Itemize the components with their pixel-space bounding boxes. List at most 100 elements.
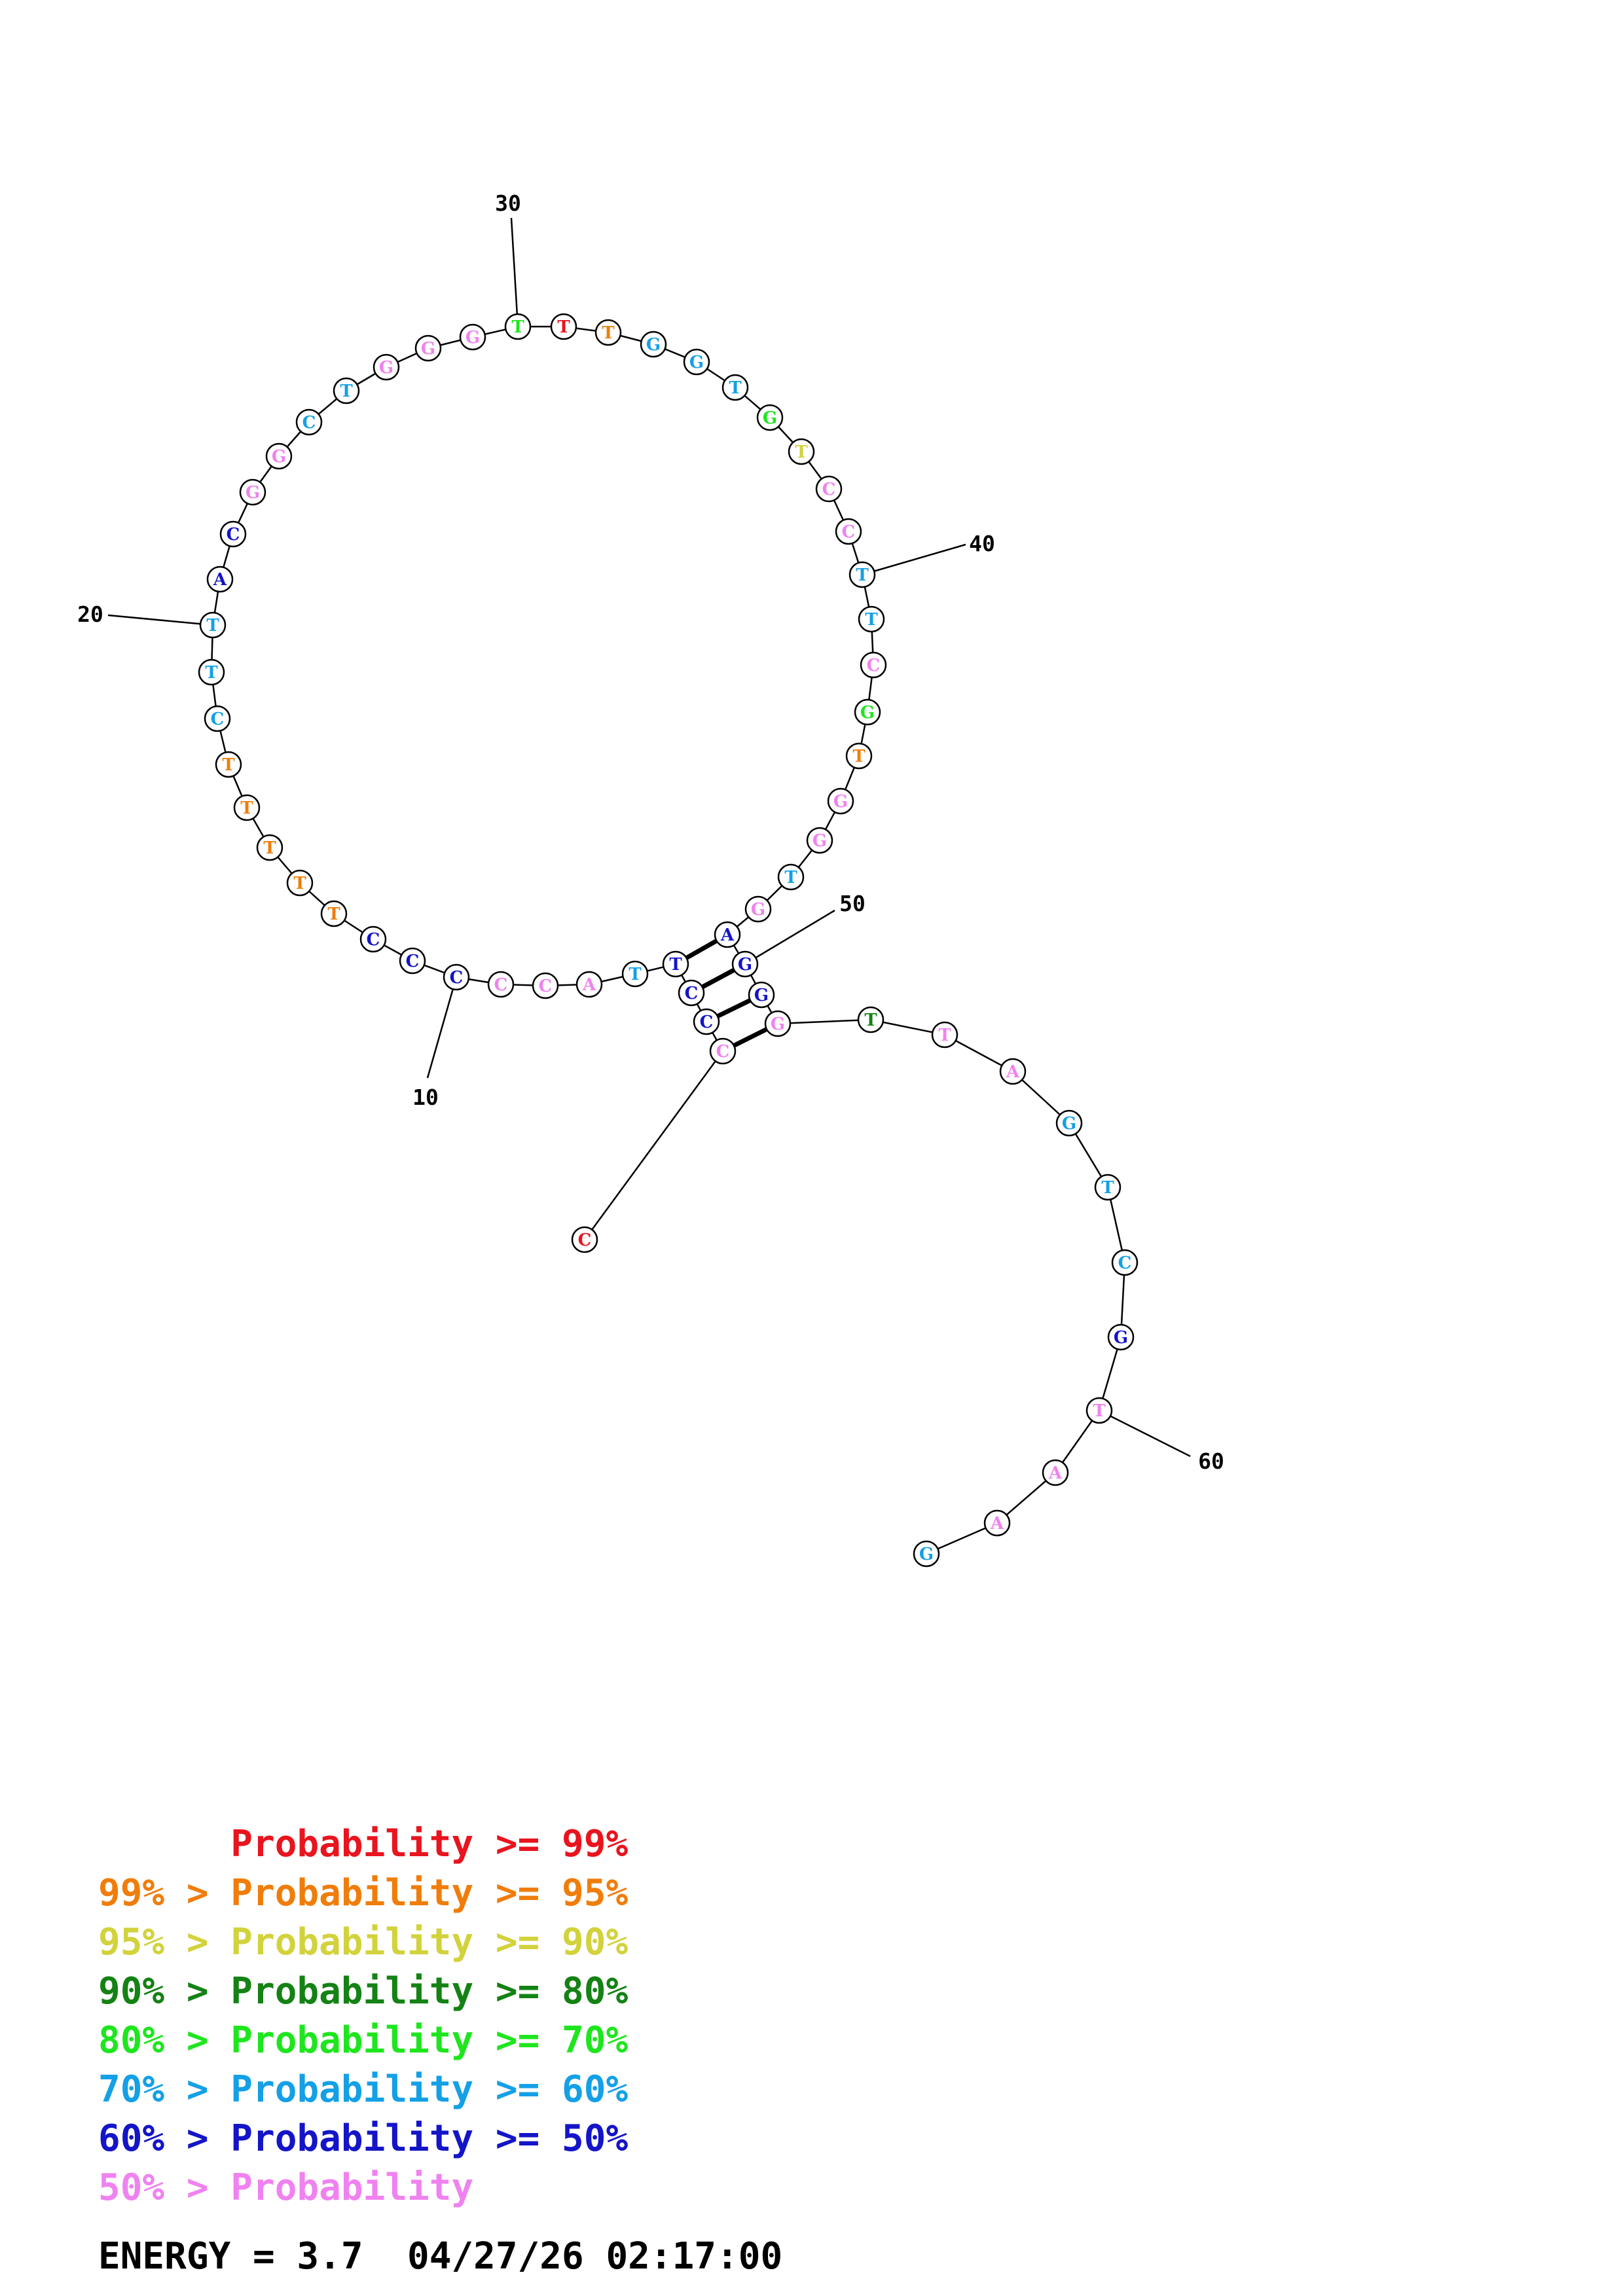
base: T [857, 1006, 884, 1033]
base-letter: G [738, 955, 752, 975]
legend-row: 95% > Probability >= 90% [98, 1924, 628, 1961]
base-letter: C [578, 1230, 592, 1250]
base: A [983, 1509, 1011, 1537]
base: T [550, 313, 577, 340]
base: T [662, 950, 689, 978]
base: C [204, 705, 231, 732]
base-letter: T [852, 747, 866, 766]
base-circle [1055, 1109, 1083, 1137]
base-circle [594, 319, 622, 346]
base-letter: C [685, 984, 699, 1003]
energy-value: ENERGY = 3.7 [98, 2235, 363, 2278]
base-letter: G [1114, 1328, 1128, 1348]
legend-row: Probability >= 99% [98, 1826, 628, 1863]
base-letter: G [751, 900, 765, 920]
tick-line [744, 909, 835, 965]
backbone [210, 325, 1126, 1555]
base: G [827, 787, 854, 815]
base-letter: G [421, 339, 435, 359]
base-circle [219, 520, 247, 548]
base: G [913, 1540, 940, 1568]
base-circle [662, 950, 689, 978]
energy-line: ENERGY = 3.7 04/27/26 02:17:00 [98, 2238, 782, 2275]
base-letter: C [302, 413, 316, 433]
base-circle [295, 408, 323, 436]
base: G [683, 348, 710, 376]
base: G [854, 698, 881, 726]
base-letter: G [272, 447, 286, 467]
base: C [815, 475, 843, 503]
base-letter: G [771, 1014, 785, 1034]
base-letter: G [754, 986, 769, 1005]
tick-line [510, 217, 519, 327]
base-circle [414, 334, 442, 362]
base-circle [806, 827, 833, 854]
base: G [239, 478, 266, 506]
base-circle [443, 963, 470, 991]
base-circle [1107, 1323, 1135, 1351]
base-letter: C [367, 930, 380, 950]
base-circle [827, 787, 854, 815]
base: A [999, 1058, 1027, 1085]
base: C [359, 925, 387, 953]
tick-line [426, 977, 458, 1079]
base: T [1085, 1397, 1113, 1424]
base: T [504, 313, 532, 340]
base: C [295, 408, 323, 436]
base-circle [256, 834, 283, 861]
base-letter: G [812, 831, 827, 851]
base-circle [532, 972, 559, 999]
base-circle [845, 742, 873, 770]
tick-label: 40 [969, 531, 995, 556]
base-circle [373, 353, 400, 381]
base: A [714, 921, 741, 948]
base: C [443, 963, 470, 991]
base-circle [333, 377, 360, 404]
base-circle [857, 1006, 884, 1033]
base-letter: C [450, 968, 464, 988]
base-letter: T [729, 378, 742, 398]
legend-row: 90% > Probability >= 80% [98, 1973, 628, 2010]
legend-text: Probability >= 60% [230, 2068, 629, 2111]
base: C [835, 518, 862, 545]
base-circle [1085, 1397, 1113, 1424]
legend-prefix: 60% > [98, 2117, 231, 2160]
base-letter: T [629, 965, 642, 984]
base-circle [678, 979, 705, 1007]
legend-text: Probability >= 90% [230, 1921, 629, 1964]
base: T [233, 794, 261, 821]
base: G [756, 404, 784, 431]
legend-prefix: 95% > [98, 1921, 231, 1964]
tick-label: 30 [495, 190, 521, 216]
legend-text: Probability >= 99% [230, 1823, 629, 1865]
base: G [764, 1010, 792, 1037]
base-letter: T [240, 798, 253, 818]
base-letter: C [716, 1042, 730, 1062]
base-letter: G [1062, 1114, 1076, 1134]
base-circle [913, 1540, 940, 1568]
base-circle [199, 611, 227, 639]
legend-text: Probability [230, 2166, 474, 2209]
base: T [721, 374, 749, 401]
base-circle [714, 921, 741, 948]
base: T [256, 834, 283, 861]
base: G [265, 442, 293, 470]
base-circle [399, 947, 426, 975]
base-circle [550, 313, 577, 340]
base-circle [1094, 1174, 1122, 1201]
base-circle [860, 651, 887, 679]
base-circle [571, 1226, 598, 1253]
legend-text: Probability >= 70% [230, 2019, 629, 2062]
base-letter: T [557, 317, 570, 337]
base-circle [621, 960, 649, 988]
base-circle [239, 478, 266, 506]
base-letter: G [465, 328, 480, 348]
base: T [845, 742, 873, 770]
backbone-segment [583, 1050, 724, 1240]
base-circle [1042, 1459, 1069, 1486]
base-circle [206, 565, 234, 593]
base-letter: T [206, 616, 219, 636]
base: C [678, 979, 705, 1007]
base-letter: T [865, 610, 878, 630]
